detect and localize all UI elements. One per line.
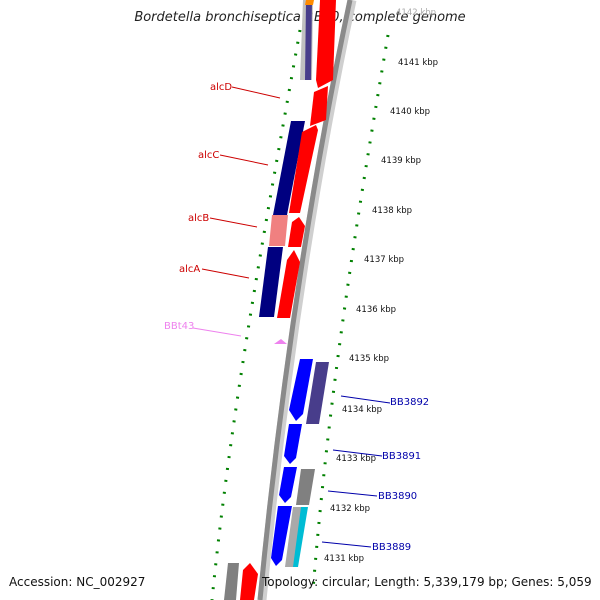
gene-blue-BB3890[interactable]	[279, 467, 297, 503]
tick-label: 4132 kbp	[330, 504, 370, 514]
tick-label: 4136 kbp	[356, 305, 396, 315]
gene-label-alcC[interactable]: alcC	[198, 150, 219, 161]
gene-red-top[interactable]	[316, 0, 336, 88]
leader-line	[327, 490, 378, 497]
topology-summary: Topology: circular; Length: 5,339,179 bp…	[262, 575, 592, 589]
tick-label: 4133 kbp	[336, 454, 376, 464]
backbone	[257, 0, 353, 600]
gene-label-alcB[interactable]: alcB	[188, 213, 209, 224]
genome-title: Bordetella bronchiseptica RB50, complete…	[134, 10, 466, 25]
gene-shape[interactable]	[305, 0, 314, 5]
scale-tick-labels: 4142 kbp 4141 kbp 4140 kbp 4139 kbp 4138…	[324, 8, 438, 564]
gene-labels-left: alcD alcC alcB alcA BBt43	[164, 82, 281, 337]
gene-pink-alcB[interactable]	[269, 215, 288, 246]
gene-shape[interactable]	[305, 0, 312, 80]
gene-red-alcD[interactable]	[310, 86, 328, 126]
tick-label: 4140 kbp	[390, 107, 430, 117]
gene-label-BB3891[interactable]: BB3891	[382, 451, 421, 462]
gene-gray-BB3890b[interactable]	[296, 469, 315, 505]
tick-label: 4142 kbp	[396, 8, 436, 18]
gene-gray-lower[interactable]	[224, 563, 239, 600]
leader-line	[192, 327, 242, 337]
gene-label-BB3890[interactable]: BB3890	[378, 491, 417, 502]
gene-label-alcD[interactable]: alcD	[210, 82, 232, 93]
gene-red-alcA[interactable]	[277, 250, 300, 318]
gene-navy-alcC[interactable]	[273, 121, 305, 215]
gene-labels-right: BB3892 BB3891 BB3890 BB3889	[321, 395, 429, 553]
gene-blue-BB3891[interactable]	[284, 424, 302, 464]
gene-label-alcA[interactable]: alcA	[179, 264, 200, 275]
gene-navy-alcA[interactable]	[259, 247, 283, 317]
gene-red-bottom[interactable]	[240, 563, 258, 600]
gene-red-alcB[interactable]	[288, 217, 305, 247]
gene-label-BB3889[interactable]: BB3889	[372, 542, 411, 553]
leader-line	[340, 395, 391, 404]
tick-label: 4138 kbp	[372, 206, 412, 216]
outer-left-scale-ring	[210, 29, 302, 600]
trna-marker-BBt43[interactable]	[274, 339, 287, 344]
gene-blue-BB3889[interactable]	[271, 506, 292, 566]
tick-label: 4139 kbp	[381, 156, 421, 166]
tick-label: 4131 kbp	[324, 554, 364, 564]
gene-track-right-blue	[271, 359, 329, 567]
gene-blue-BB3892[interactable]	[289, 359, 313, 421]
leader-line	[231, 86, 281, 99]
gene-cyan-BB3889c[interactable]	[293, 507, 308, 567]
gene-slate-BB3892b[interactable]	[306, 362, 329, 424]
accession-text: Accession: NC_002927	[9, 575, 146, 589]
tick-label: 4134 kbp	[342, 405, 382, 415]
gene-track-right	[240, 0, 336, 600]
tick-label: 4141 kbp	[398, 58, 438, 68]
leader-line	[219, 154, 269, 166]
gene-red-alcC[interactable]	[289, 125, 318, 213]
leader-line	[209, 217, 258, 228]
tick-label: 4135 kbp	[349, 354, 389, 364]
gene-label-BB3892[interactable]: BB3892	[390, 397, 429, 408]
gene-label-BBt43[interactable]: BBt43	[164, 321, 194, 332]
leader-line	[332, 449, 383, 457]
leader-line	[321, 541, 372, 548]
leader-line	[201, 268, 250, 279]
tick-label: 4137 kbp	[364, 255, 404, 265]
gene-track-left	[224, 0, 314, 600]
